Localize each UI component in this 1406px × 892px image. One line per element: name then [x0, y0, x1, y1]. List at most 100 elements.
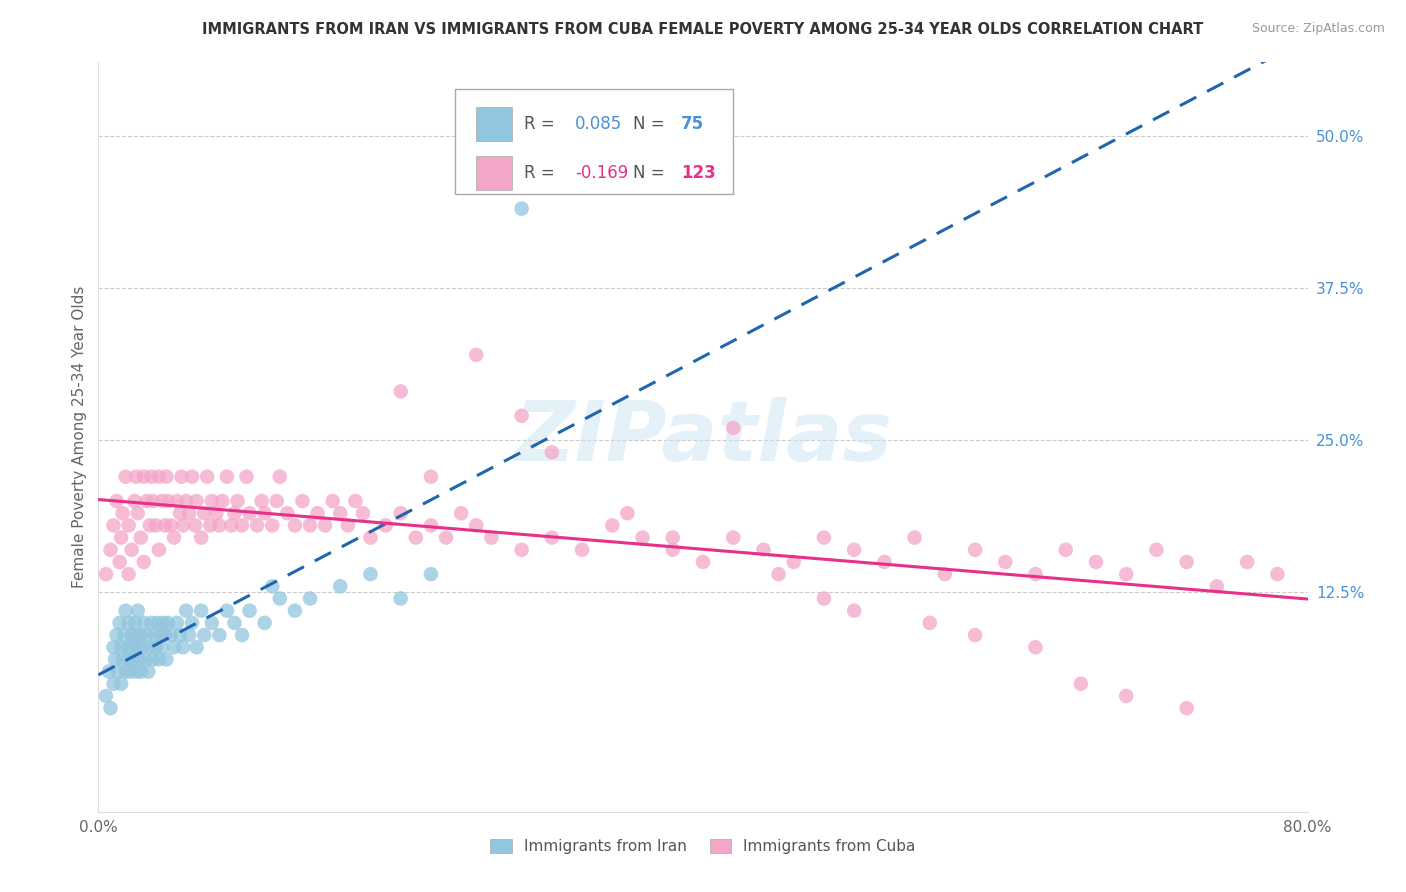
- Point: [844, 604, 866, 618]
- Point: [145, 518, 167, 533]
- Point: [139, 518, 162, 533]
- Point: [103, 518, 125, 533]
- Point: [918, 615, 941, 630]
- Point: [723, 531, 745, 545]
- Point: [129, 628, 152, 642]
- Point: [118, 615, 141, 630]
- Point: [231, 518, 253, 533]
- Point: [136, 665, 159, 679]
- Point: [100, 701, 122, 715]
- Point: [1175, 701, 1198, 715]
- Point: [174, 494, 197, 508]
- Point: [208, 518, 231, 533]
- Point: [266, 494, 288, 508]
- Point: [125, 469, 148, 483]
- Point: [226, 494, 249, 508]
- Point: [135, 494, 157, 508]
- Point: [148, 469, 170, 483]
- Point: [291, 494, 314, 508]
- Point: [129, 531, 152, 545]
- Point: [132, 555, 155, 569]
- Point: [1024, 640, 1046, 655]
- Point: [284, 604, 307, 618]
- Point: [510, 409, 533, 423]
- Point: [94, 689, 117, 703]
- Point: [108, 555, 131, 569]
- Point: [145, 640, 167, 655]
- Point: [239, 604, 262, 618]
- Point: [208, 628, 231, 642]
- Point: [143, 628, 166, 642]
- Point: [661, 531, 683, 545]
- Point: [179, 628, 201, 642]
- Point: [181, 469, 204, 483]
- Text: 0.085: 0.085: [575, 115, 621, 133]
- Point: [221, 518, 243, 533]
- Point: [231, 628, 253, 642]
- Point: [269, 591, 291, 606]
- Text: Source: ZipAtlas.com: Source: ZipAtlas.com: [1251, 22, 1385, 36]
- Point: [105, 628, 128, 642]
- Point: [121, 628, 143, 642]
- Point: [103, 640, 125, 655]
- Point: [114, 469, 136, 483]
- Point: [250, 494, 273, 508]
- Point: [190, 604, 212, 618]
- Point: [200, 518, 222, 533]
- Point: [540, 445, 562, 459]
- Point: [1085, 555, 1108, 569]
- Point: [118, 652, 141, 666]
- Point: [131, 640, 153, 655]
- Point: [1070, 677, 1092, 691]
- Point: [184, 518, 207, 533]
- Legend: Immigrants from Iran, Immigrants from Cuba: Immigrants from Iran, Immigrants from Cu…: [484, 832, 922, 860]
- Point: [166, 494, 188, 508]
- Point: [329, 579, 352, 593]
- Point: [142, 652, 165, 666]
- Point: [813, 591, 835, 606]
- Point: [262, 579, 284, 593]
- Point: [153, 628, 176, 642]
- Point: [125, 665, 148, 679]
- Y-axis label: Female Poverty Among 25-34 Year Olds: Female Poverty Among 25-34 Year Olds: [72, 286, 87, 588]
- Point: [1115, 689, 1137, 703]
- Point: [352, 506, 374, 520]
- Point: [150, 640, 173, 655]
- Point: [128, 652, 150, 666]
- Point: [299, 518, 322, 533]
- Point: [186, 640, 208, 655]
- Point: [1175, 555, 1198, 569]
- FancyBboxPatch shape: [456, 88, 734, 194]
- Point: [155, 652, 177, 666]
- Point: [201, 615, 224, 630]
- Point: [768, 567, 790, 582]
- Text: R =: R =: [524, 115, 560, 133]
- Point: [616, 506, 638, 520]
- Point: [108, 615, 131, 630]
- Point: [156, 494, 179, 508]
- Point: [172, 640, 194, 655]
- Point: [127, 506, 149, 520]
- Point: [193, 628, 215, 642]
- Point: [107, 665, 129, 679]
- Point: [122, 652, 145, 666]
- Point: [602, 518, 624, 533]
- Point: [813, 531, 835, 545]
- Point: [420, 518, 443, 533]
- Point: [121, 640, 143, 655]
- Point: [103, 677, 125, 691]
- Point: [127, 640, 149, 655]
- Text: N =: N =: [633, 164, 669, 182]
- Point: [111, 506, 134, 520]
- Point: [253, 615, 276, 630]
- Point: [1236, 555, 1258, 569]
- Point: [1267, 567, 1289, 582]
- Point: [156, 615, 179, 630]
- Point: [111, 652, 134, 666]
- Text: IMMIGRANTS FROM IRAN VS IMMIGRANTS FROM CUBA FEMALE POVERTY AMONG 25-34 YEAR OLD: IMMIGRANTS FROM IRAN VS IMMIGRANTS FROM …: [202, 22, 1204, 37]
- Point: [114, 665, 136, 679]
- Point: [118, 567, 141, 582]
- Point: [307, 506, 329, 520]
- Point: [723, 421, 745, 435]
- Point: [540, 531, 562, 545]
